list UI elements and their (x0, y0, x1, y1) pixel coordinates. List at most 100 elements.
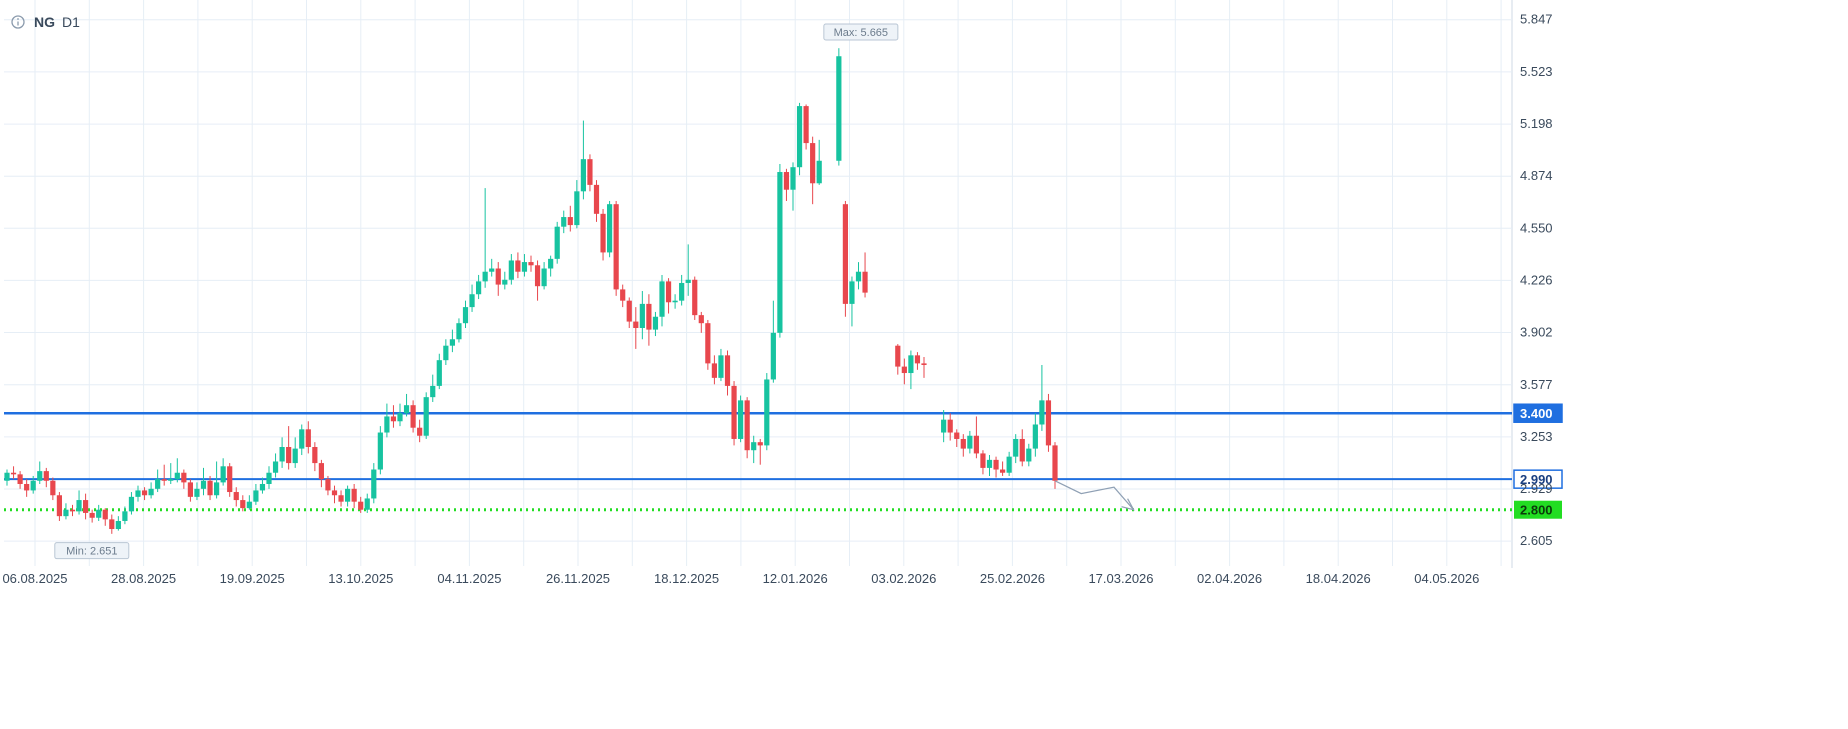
candle-body (954, 432, 960, 439)
candle-body (430, 385, 436, 398)
candle-body (410, 405, 416, 428)
candle (836, 48, 842, 166)
candle-body (43, 471, 49, 481)
level-price-tag (1514, 500, 1562, 519)
candle-body (37, 471, 43, 481)
candle (528, 255, 534, 272)
candle-body (1039, 400, 1045, 425)
candle (286, 426, 292, 470)
candle (790, 162, 796, 211)
candle-body (1000, 469, 1006, 473)
max-label-box (823, 23, 899, 41)
candle-body (790, 167, 796, 190)
candle-body (1006, 456, 1012, 473)
candle (318, 459, 324, 488)
candle-body (174, 472, 180, 480)
info-circle-icon[interactable] (11, 15, 25, 29)
y-tick-label: 3.577 (1520, 377, 1553, 392)
candle-body (744, 400, 750, 451)
candle (914, 352, 921, 370)
x-tick-label: 02.04.2026 (1197, 571, 1262, 586)
candle (967, 430, 973, 454)
candle-body (914, 355, 921, 364)
candle (731, 381, 737, 446)
candle-body (849, 281, 855, 304)
x-tick-label: 12.01.2026 (763, 571, 828, 586)
candle (482, 188, 488, 288)
candle-body (738, 400, 744, 439)
candle-body (331, 490, 338, 496)
candle-body (607, 204, 613, 253)
candle-body (665, 281, 672, 303)
x-tick-label: 03.02.2026 (871, 571, 936, 586)
candle (1039, 364, 1045, 431)
candle-body (941, 419, 947, 433)
candle (849, 276, 855, 327)
candle (351, 483, 357, 509)
candle (698, 311, 704, 333)
candle (757, 438, 763, 465)
candle (620, 284, 626, 308)
candle (233, 487, 239, 507)
candle-body (476, 281, 482, 295)
y-tick-label: 4.550 (1520, 220, 1553, 235)
candle-body (384, 416, 390, 433)
level-price-tag (1513, 403, 1563, 423)
candle-body (194, 488, 200, 497)
candle (515, 252, 521, 279)
candle (941, 410, 947, 443)
candle (685, 244, 691, 296)
candle (508, 254, 514, 285)
candle (751, 435, 757, 464)
candle-body (731, 385, 737, 439)
candle-body (659, 281, 665, 317)
candle (574, 180, 580, 229)
candle-body (1013, 438, 1019, 457)
candle (338, 490, 344, 507)
candle-body (449, 339, 455, 346)
candle (30, 475, 36, 494)
candle-body (803, 106, 809, 144)
candle (554, 221, 560, 264)
candle (489, 258, 495, 277)
candle-body (679, 282, 685, 301)
candle-body (364, 498, 370, 510)
candle (4, 469, 10, 486)
candle-body (443, 345, 449, 361)
x-tick-label: 18.12.2025 (654, 571, 719, 586)
candle (842, 200, 848, 317)
candle-body (63, 509, 69, 517)
projection-arrowhead (1121, 498, 1135, 511)
candle (43, 467, 49, 488)
candle (679, 274, 685, 306)
candle (430, 374, 436, 402)
candle-body (187, 482, 193, 497)
candle (312, 442, 318, 472)
x-tick-label: 06.08.2025 (2, 571, 67, 586)
candle (652, 311, 659, 337)
x-tick-label: 19.09.2025 (220, 571, 285, 586)
x-tick-label: 04.05.2026 (1414, 571, 1479, 586)
symbol-label: NG (34, 14, 55, 30)
candle-body (508, 260, 514, 280)
candle-body (220, 466, 226, 483)
y-tick-label: 3.902 (1520, 325, 1553, 340)
candle-body (973, 435, 979, 454)
candle (272, 453, 279, 478)
chart-header: NG D1 (11, 14, 80, 30)
candle (980, 450, 986, 475)
candle-body (757, 442, 763, 446)
candle (607, 200, 613, 258)
candle-body (207, 480, 213, 496)
candle (56, 492, 62, 521)
candle (240, 495, 246, 512)
y-tick-label: 5.847 (1520, 12, 1553, 27)
candle (796, 102, 803, 176)
candle (174, 458, 180, 483)
candle (1032, 413, 1038, 457)
candle (443, 339, 449, 365)
candle (502, 271, 508, 290)
candle (993, 456, 999, 478)
candle-body (338, 495, 344, 502)
candle-body (816, 160, 822, 184)
